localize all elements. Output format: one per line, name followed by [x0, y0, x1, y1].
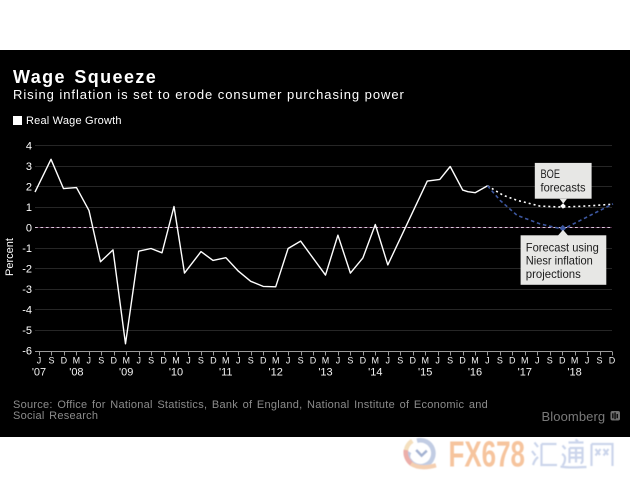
svg-text:3: 3 — [26, 161, 32, 173]
svg-text:BOE: BOE — [541, 167, 561, 181]
svg-text:'13: '13 — [318, 367, 332, 379]
svg-text:J: J — [535, 356, 540, 366]
svg-text:M: M — [172, 356, 180, 366]
svg-text:projections: projections — [526, 267, 581, 281]
svg-text:S: S — [447, 356, 453, 366]
svg-text:J: J — [336, 356, 341, 366]
svg-text:S: S — [48, 356, 54, 366]
svg-text:S: S — [397, 356, 403, 366]
svg-text:1: 1 — [26, 202, 32, 214]
svg-text:D: D — [310, 356, 317, 366]
svg-text:'08: '08 — [69, 367, 83, 379]
svg-text:M: M — [73, 356, 81, 366]
svg-text:S: S — [148, 356, 154, 366]
svg-text:D: D — [409, 356, 416, 366]
svg-text:0: 0 — [26, 223, 32, 235]
svg-text:D: D — [459, 356, 466, 366]
svg-text:4: 4 — [26, 141, 32, 153]
svg-text:J: J — [236, 356, 241, 366]
svg-text:S: S — [547, 356, 553, 366]
svg-text:S: S — [347, 356, 353, 366]
svg-text:D: D — [609, 356, 616, 366]
svg-text:J: J — [286, 356, 291, 366]
svg-text:'15: '15 — [418, 367, 432, 379]
svg-text:2: 2 — [26, 182, 32, 194]
svg-text:'14: '14 — [368, 367, 382, 379]
svg-text:-3: -3 — [22, 284, 32, 296]
svg-text:'11: '11 — [219, 367, 233, 379]
svg-text:'12: '12 — [269, 367, 283, 379]
svg-text:D: D — [210, 356, 217, 366]
svg-text:Percent: Percent — [4, 238, 16, 276]
svg-text:S: S — [248, 356, 254, 366]
svg-text:D: D — [260, 356, 267, 366]
svg-text:S: S — [298, 356, 304, 366]
svg-text:D: D — [360, 356, 367, 366]
svg-text:-4: -4 — [22, 305, 32, 317]
svg-text:D: D — [110, 356, 117, 366]
svg-text:J: J — [186, 356, 191, 366]
svg-text:M: M — [571, 356, 579, 366]
svg-text:forecasts: forecasts — [541, 180, 586, 194]
svg-text:D: D — [509, 356, 516, 366]
svg-text:J: J — [585, 356, 590, 366]
svg-text:S: S — [98, 356, 104, 366]
svg-text:'09: '09 — [119, 367, 133, 379]
svg-text:J: J — [37, 356, 42, 366]
svg-text:S: S — [198, 356, 204, 366]
svg-text:M: M — [322, 356, 330, 366]
svg-text:FX678: FX678 — [449, 434, 526, 475]
svg-text:'17: '17 — [518, 367, 532, 379]
svg-text:'07: '07 — [32, 367, 46, 379]
svg-text:-2: -2 — [22, 264, 32, 276]
svg-text:S: S — [596, 356, 602, 366]
svg-text:-6: -6 — [22, 346, 32, 358]
svg-text:D: D — [160, 356, 167, 366]
svg-text:J: J — [87, 356, 92, 366]
svg-text:M: M — [372, 356, 380, 366]
svg-text:J: J — [485, 356, 490, 366]
svg-text:-1: -1 — [22, 243, 32, 255]
svg-text:M: M — [272, 356, 280, 366]
svg-text:'18: '18 — [567, 367, 581, 379]
svg-text:'16: '16 — [468, 367, 482, 379]
svg-text:'10: '10 — [169, 367, 183, 379]
svg-text:M: M — [122, 356, 130, 366]
svg-text:Niesr inflation: Niesr inflation — [526, 254, 593, 268]
svg-text:M: M — [471, 356, 479, 366]
svg-text:J: J — [136, 356, 141, 366]
svg-text:-5: -5 — [22, 325, 32, 337]
svg-text:M: M — [222, 356, 230, 366]
svg-text:D: D — [61, 356, 68, 366]
svg-text:J: J — [386, 356, 391, 366]
svg-text:J: J — [435, 356, 440, 366]
svg-text:D: D — [559, 356, 566, 366]
svg-text:M: M — [421, 356, 429, 366]
svg-text:Forecast using: Forecast using — [526, 240, 599, 254]
svg-text:S: S — [497, 356, 503, 366]
svg-text:M: M — [521, 356, 529, 366]
